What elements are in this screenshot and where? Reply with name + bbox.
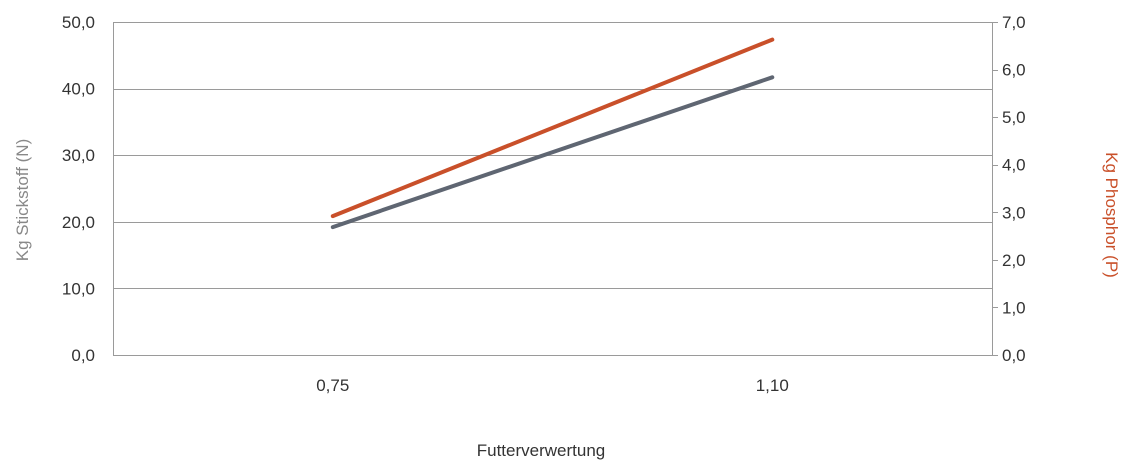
y-axis-right-tick-label: 6,0 <box>1002 61 1026 80</box>
y-axis-right-tick-label: 5,0 <box>1002 108 1026 127</box>
series-line-phosphor <box>330 37 775 219</box>
y-axis-right-tick-label: 3,0 <box>1002 203 1026 222</box>
y-axis-left-tick-label: 10,0 <box>62 279 95 298</box>
axis-layer <box>113 22 998 356</box>
x-axis-tick-label: 1,10 <box>756 376 789 395</box>
y-axis-right-label: Kg Phosphor (P) <box>1102 152 1121 278</box>
y-axis-left-tick-label: 30,0 <box>62 146 95 165</box>
y-axis-right-tick-label: 1,0 <box>1002 298 1026 317</box>
series-line-stickstoff <box>330 75 775 230</box>
y-axis-left-tick-label: 50,0 <box>62 13 95 32</box>
y-axis-left-tick-label: 20,0 <box>62 213 95 232</box>
x-axis-label: Futterverwertung <box>477 441 606 460</box>
y-axis-right-tick-label: 4,0 <box>1002 156 1026 175</box>
y-axis-left-label: Kg Stickstoff (N) <box>13 139 32 262</box>
grid-layer <box>113 22 992 356</box>
tick-layer: 0,0 10,0 20,0 30,0 40,0 50,0 0,0 1,0 2,0 3,0 4,0 5,… <box>62 13 1026 395</box>
y-axis-left-tick-label: 0,0 <box>71 346 95 365</box>
series-layer <box>330 37 775 230</box>
y-axis-right-tick-label: 0,0 <box>1002 346 1026 365</box>
x-axis-tick-label: 0,75 <box>316 376 349 395</box>
y-axis-right-tick-label: 2,0 <box>1002 251 1026 270</box>
y-axis-right-tick-label: 7,0 <box>1002 13 1026 32</box>
y-axis-left-tick-label: 40,0 <box>62 80 95 99</box>
